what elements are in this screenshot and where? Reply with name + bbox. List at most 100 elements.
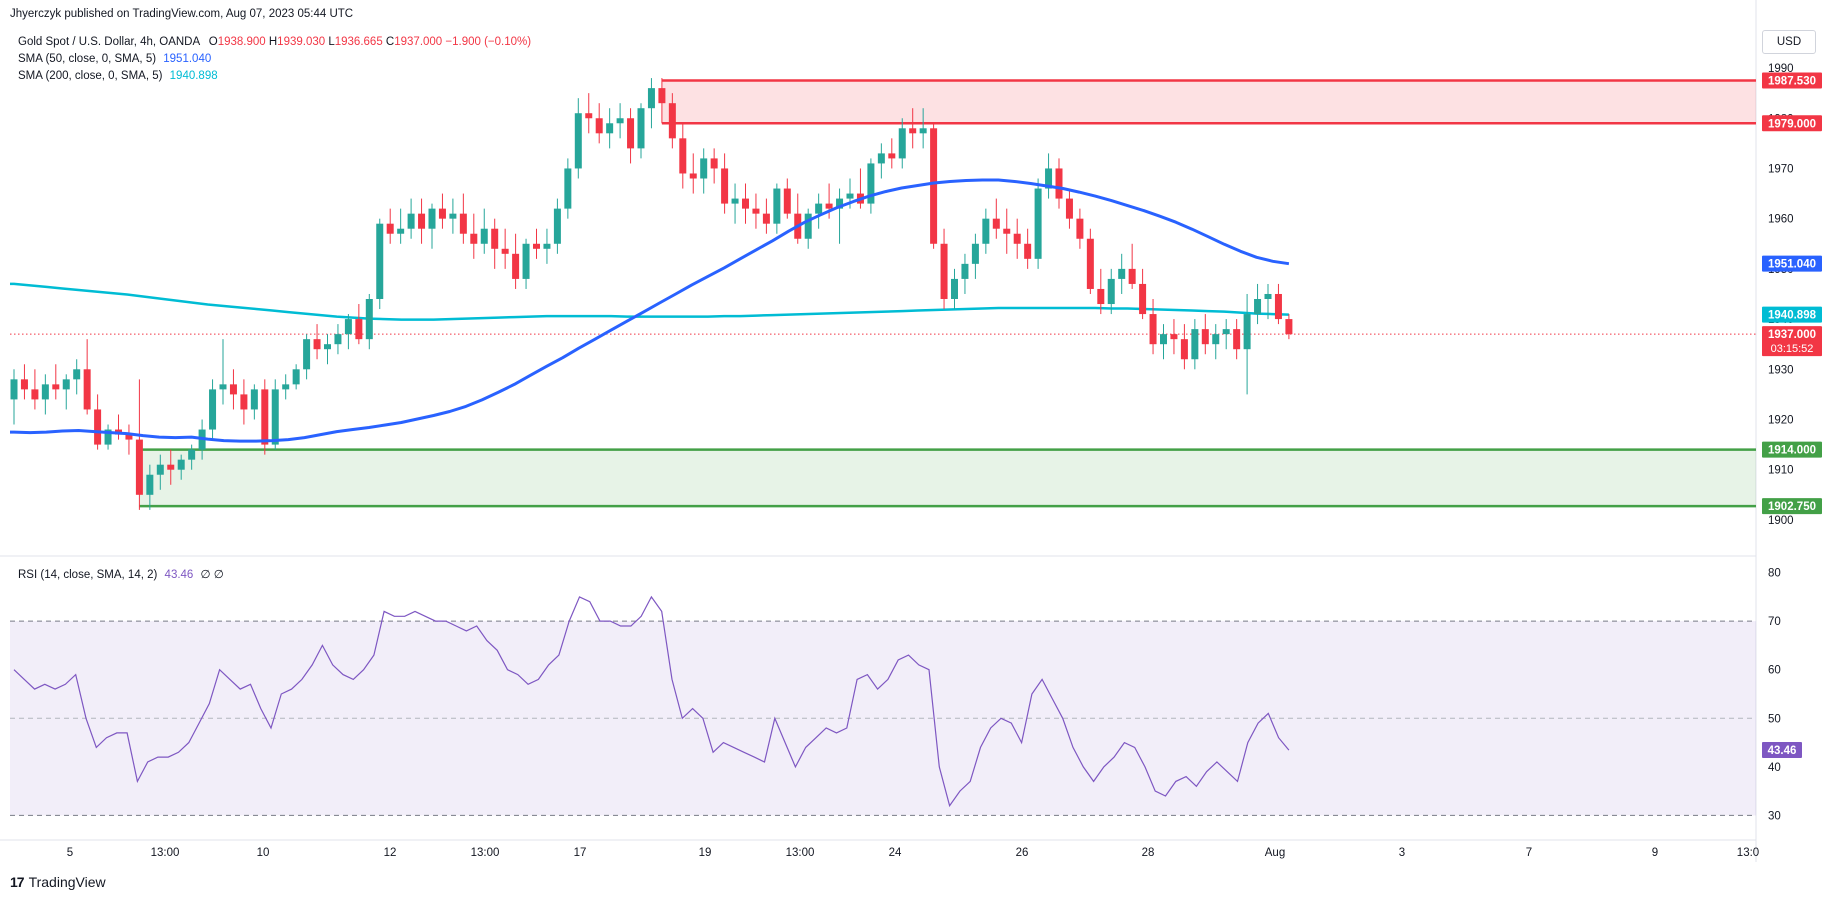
candle (229, 369, 237, 410)
legend-l-label: L (328, 36, 335, 48)
candle (836, 188, 844, 244)
candle-body (1285, 319, 1293, 335)
legend-c-label: C (385, 36, 395, 48)
candle-body (919, 128, 927, 134)
time-tick-label: 3 (1399, 847, 1405, 859)
candle-body (752, 208, 760, 214)
candle-body (721, 168, 729, 204)
candle-body (1097, 288, 1105, 305)
rsi-legend[interactable]: RSI (14, close, SMA, 14, 2) 43.46 ∅ ∅ (18, 567, 224, 581)
candle (940, 228, 948, 310)
candle (919, 108, 927, 149)
legend-h-value: 1939.030 (277, 36, 326, 48)
rsi-tick-label: 80 (1768, 568, 1781, 580)
rsi-tick-label: 40 (1768, 762, 1781, 774)
candle-body (585, 113, 593, 119)
candle-body (10, 379, 18, 400)
candle-body (303, 339, 311, 370)
tradingview-brand[interactable]: 17 TradingView (10, 874, 106, 890)
candle (1034, 178, 1042, 269)
candle (418, 198, 426, 244)
candle-body (219, 384, 227, 390)
candle-body (553, 208, 561, 244)
candle (595, 103, 603, 144)
candle-body (606, 123, 614, 134)
candle (282, 374, 290, 400)
time-tick-label: 5 (67, 847, 73, 859)
candle-body (1055, 168, 1063, 199)
time-tick-label: 24 (889, 847, 902, 859)
candle-body (700, 158, 708, 179)
currency-selector[interactable]: USD (1762, 30, 1816, 54)
candle-body (1264, 293, 1272, 299)
time-tick-label: 7 (1526, 847, 1532, 859)
candle-body (282, 384, 290, 390)
candle-body (679, 138, 687, 174)
candle (156, 454, 164, 490)
candle-body (1201, 329, 1209, 345)
candle-body (836, 198, 844, 209)
tag-last-text: 1937.000 (1768, 329, 1816, 341)
candle (407, 198, 415, 239)
candle (52, 364, 60, 400)
time-tick-label: 13:00 (786, 847, 815, 859)
candle (689, 153, 697, 194)
candle (783, 178, 791, 219)
price-tags-layer: 1987.530 1979.000 1951.040 1940.898 1937.000… (1762, 72, 1822, 759)
candle-body (73, 369, 81, 380)
candle (1055, 158, 1063, 209)
time-tick-label: 9 (1652, 847, 1658, 859)
candle-body (616, 118, 624, 124)
candle-body (1170, 334, 1178, 340)
candle-body (407, 213, 415, 229)
candle-body (177, 459, 185, 470)
candle (480, 208, 488, 254)
candle (209, 379, 217, 440)
tag-last-box (1762, 326, 1822, 357)
candle-body (397, 228, 405, 234)
candle (794, 193, 802, 244)
candle-body (52, 384, 60, 390)
time-tick-label: 13:0 (1737, 847, 1759, 859)
candle (1243, 293, 1251, 395)
candle (637, 103, 645, 159)
candle-body (240, 394, 248, 410)
candle (668, 93, 676, 149)
candle (1149, 299, 1157, 355)
legend-row-sma200[interactable]: SMA (200, close, 0, SMA, 5) 1940.898 (18, 68, 531, 85)
candle (240, 379, 248, 425)
candle-body (1013, 233, 1021, 244)
candle-body (261, 389, 269, 445)
legend-row-sma50[interactable]: SMA (50, close, 0, SMA, 5) 1951.040 (18, 51, 531, 68)
candle-body (637, 108, 645, 149)
rsi-value-box (1762, 742, 1802, 759)
candle-body (1107, 278, 1115, 305)
candle (627, 108, 635, 164)
candle (1212, 324, 1220, 360)
candle-body (1076, 218, 1084, 239)
candle (1086, 228, 1094, 294)
candle (449, 198, 457, 234)
time-tick-label: 12 (384, 847, 397, 859)
candle-body (1254, 299, 1262, 315)
candle-body (292, 369, 300, 385)
tag-1987-box (1762, 72, 1822, 89)
tag-1987-text: 1987.530 (1768, 75, 1816, 87)
candle (1264, 283, 1272, 320)
tag-1902-box (1762, 498, 1822, 515)
tradingview-logo-icon: 17 (10, 874, 25, 890)
candle (1160, 324, 1167, 360)
candle (188, 444, 196, 470)
candle-body (313, 339, 321, 350)
candles-layer (10, 78, 1293, 510)
candle-body (438, 208, 446, 219)
legend-row-ohlc[interactable]: Gold Spot / U.S. Dollar, 4h, OANDA O1938… (18, 34, 531, 51)
axes-layer: 1900191019201930194019501960197019801990… (67, 63, 1794, 859)
legend-sma50-label: SMA (50, close, 0, SMA, 5) (18, 53, 157, 65)
candle (992, 198, 1000, 239)
candle (62, 374, 70, 410)
candle (909, 108, 917, 149)
candle (1139, 268, 1147, 320)
price-tick-label: 1900 (1768, 515, 1794, 527)
